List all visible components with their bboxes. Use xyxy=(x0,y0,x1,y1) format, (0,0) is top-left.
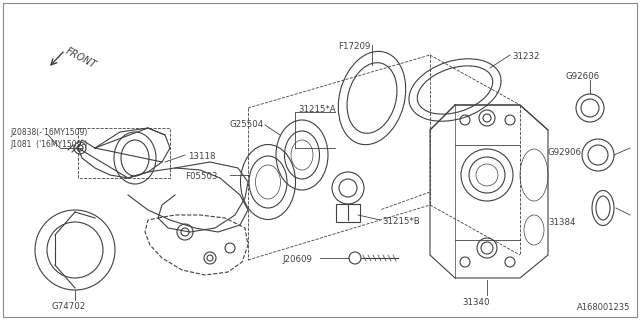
Text: J1081  ('16MY1509-): J1081 ('16MY1509-) xyxy=(10,140,87,149)
Text: F17209: F17209 xyxy=(338,42,371,51)
Text: J20609: J20609 xyxy=(282,255,312,264)
Text: 31340: 31340 xyxy=(462,298,490,307)
Text: A168001235: A168001235 xyxy=(577,303,630,312)
FancyBboxPatch shape xyxy=(3,3,637,317)
Text: J20838(-'16MY1509): J20838(-'16MY1509) xyxy=(10,128,88,137)
Text: F05503: F05503 xyxy=(185,172,218,181)
Text: G92906: G92906 xyxy=(548,148,582,157)
Text: 31215*B: 31215*B xyxy=(382,217,420,226)
Text: G74702: G74702 xyxy=(52,302,86,311)
Text: FRONT: FRONT xyxy=(63,46,97,70)
Text: 31384: 31384 xyxy=(548,218,575,227)
Text: G25504: G25504 xyxy=(230,120,264,129)
Text: 13118: 13118 xyxy=(188,152,216,161)
Text: 31232: 31232 xyxy=(512,52,540,61)
Text: 31215*A: 31215*A xyxy=(298,105,335,114)
Text: G92606: G92606 xyxy=(565,72,599,81)
